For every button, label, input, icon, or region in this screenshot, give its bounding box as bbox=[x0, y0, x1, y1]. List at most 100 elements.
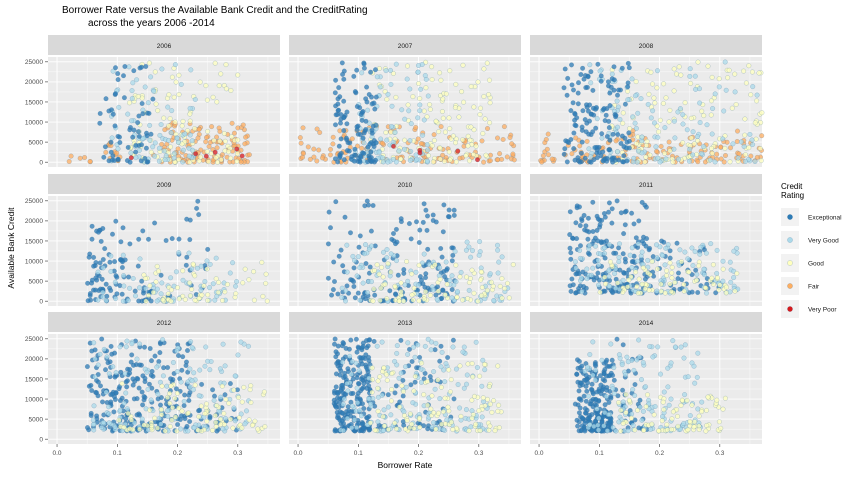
data-point bbox=[239, 425, 245, 431]
data-point bbox=[699, 399, 705, 405]
data-point bbox=[415, 115, 421, 121]
data-point bbox=[349, 136, 355, 142]
data-point bbox=[568, 136, 574, 143]
data-point bbox=[662, 150, 668, 156]
data-point bbox=[727, 259, 733, 265]
data-point bbox=[128, 359, 134, 365]
facet-panel-2007: 2007 bbox=[289, 35, 521, 167]
facet-strip bbox=[289, 35, 521, 55]
data-point bbox=[636, 218, 642, 224]
data-point bbox=[142, 84, 148, 90]
data-point bbox=[465, 143, 471, 149]
data-point bbox=[84, 425, 91, 431]
data-point bbox=[354, 103, 360, 110]
data-point bbox=[636, 337, 642, 343]
data-point bbox=[457, 363, 463, 369]
data-point bbox=[511, 157, 517, 163]
data-point bbox=[156, 158, 162, 164]
data-point bbox=[433, 118, 439, 124]
data-point bbox=[614, 92, 621, 98]
data-point bbox=[123, 379, 129, 385]
data-point bbox=[424, 158, 430, 164]
data-point bbox=[217, 138, 223, 144]
facet-strip bbox=[48, 35, 280, 55]
data-point bbox=[564, 92, 570, 98]
data-point bbox=[413, 124, 419, 131]
data-point bbox=[196, 414, 202, 420]
data-point bbox=[375, 419, 381, 425]
data-point bbox=[629, 245, 635, 251]
data-point bbox=[634, 258, 640, 264]
data-point bbox=[223, 396, 229, 402]
data-point bbox=[189, 266, 195, 272]
data-point bbox=[336, 253, 342, 259]
data-point bbox=[412, 379, 418, 385]
data-point bbox=[222, 392, 228, 398]
data-point bbox=[620, 120, 626, 126]
data-point bbox=[732, 288, 738, 294]
data-point bbox=[466, 428, 472, 434]
data-point bbox=[168, 275, 174, 281]
data-point bbox=[136, 298, 142, 304]
data-point bbox=[113, 218, 119, 224]
data-point bbox=[685, 374, 691, 380]
data-point bbox=[409, 421, 415, 427]
data-point bbox=[116, 134, 123, 140]
data-point bbox=[597, 373, 603, 379]
data-point bbox=[379, 339, 385, 345]
data-point bbox=[207, 261, 213, 267]
data-point bbox=[729, 105, 735, 111]
data-point bbox=[330, 134, 336, 140]
data-point bbox=[174, 348, 180, 354]
data-point bbox=[621, 144, 627, 150]
data-point bbox=[694, 271, 700, 277]
data-point bbox=[368, 279, 375, 285]
data-point bbox=[479, 293, 485, 299]
data-point bbox=[418, 379, 424, 385]
data-point bbox=[192, 297, 198, 303]
data-point bbox=[448, 419, 455, 425]
data-point bbox=[569, 82, 575, 88]
data-point bbox=[133, 142, 139, 148]
data-point bbox=[635, 110, 641, 116]
data-point bbox=[218, 421, 224, 427]
y-axis-title: Available Bank Credit bbox=[6, 207, 16, 289]
data-point bbox=[471, 104, 477, 110]
data-point bbox=[343, 345, 349, 351]
data-point bbox=[357, 354, 363, 361]
data-point bbox=[604, 155, 610, 162]
data-point bbox=[637, 397, 643, 403]
data-point bbox=[608, 341, 614, 347]
data-point bbox=[385, 392, 391, 398]
data-point bbox=[686, 158, 693, 164]
data-point bbox=[128, 417, 135, 423]
data-point bbox=[167, 400, 173, 406]
data-point bbox=[100, 289, 106, 295]
data-point bbox=[358, 376, 365, 382]
data-point bbox=[616, 400, 622, 406]
data-point bbox=[338, 136, 344, 142]
data-point bbox=[649, 421, 655, 427]
data-point bbox=[325, 275, 331, 281]
data-point bbox=[480, 395, 486, 401]
data-point bbox=[583, 102, 590, 108]
data-point bbox=[654, 288, 660, 294]
data-point bbox=[405, 351, 411, 357]
data-point bbox=[143, 298, 149, 304]
data-point bbox=[406, 221, 412, 227]
data-point bbox=[263, 280, 269, 286]
data-point bbox=[335, 96, 341, 102]
data-point bbox=[594, 275, 600, 281]
data-point bbox=[645, 101, 651, 107]
data-point bbox=[248, 383, 254, 389]
data-point bbox=[622, 222, 628, 228]
data-point bbox=[372, 67, 379, 73]
data-point bbox=[662, 125, 668, 131]
data-point bbox=[185, 410, 191, 416]
data-point bbox=[95, 229, 102, 235]
data-point bbox=[479, 284, 485, 290]
data-point bbox=[393, 383, 399, 389]
data-point bbox=[245, 343, 252, 349]
data-point bbox=[89, 348, 95, 354]
data-point bbox=[238, 159, 244, 165]
